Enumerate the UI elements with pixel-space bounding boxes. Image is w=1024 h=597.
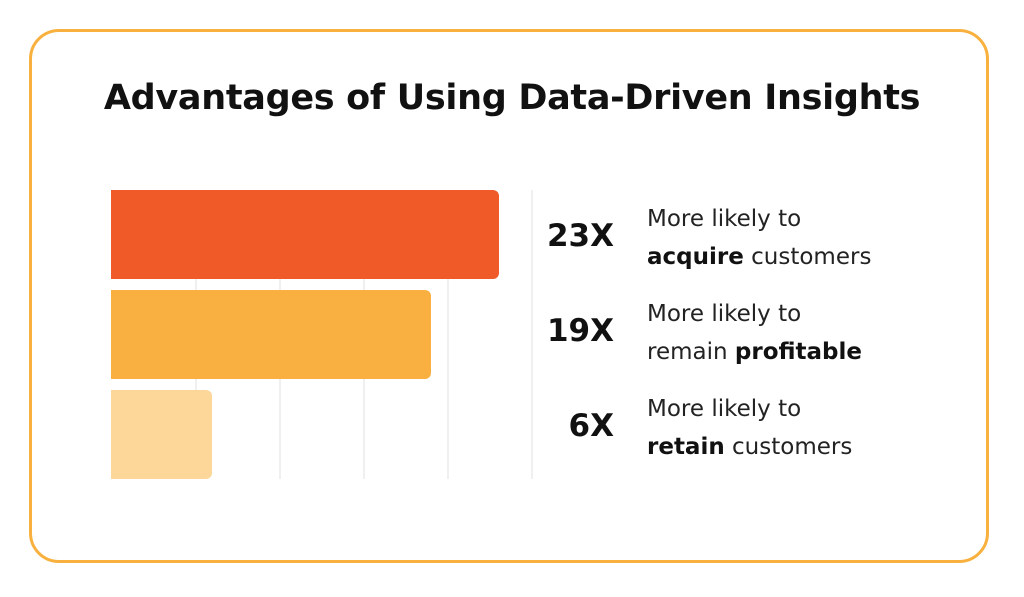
- description-1-rest: customers: [743, 244, 872, 270]
- stat-row-2: 19X More likely to remain profitable: [530, 291, 990, 371]
- chart-title: Advantages of Using Data-Driven Insights: [103, 78, 921, 118]
- stat-row-1: 23X More likely to acquire customers: [530, 196, 990, 276]
- bar-2: [105, 290, 431, 379]
- data-label-1: 23X: [546, 218, 614, 254]
- description-3-bold: retain: [647, 434, 725, 460]
- data-label-2: 19X: [546, 313, 614, 349]
- description-3: More likely to retain customers: [647, 390, 852, 466]
- data-label-3: 6X: [568, 408, 614, 444]
- description-3-line-1: More likely to: [647, 396, 802, 422]
- stat-row-3: 6X More likely to retain customers: [530, 386, 990, 466]
- description-2: More likely to remain profitable: [647, 295, 862, 371]
- bar-1: [105, 190, 499, 279]
- bars: [103, 188, 499, 481]
- description-2-line-1: More likely to: [647, 301, 802, 327]
- bar-baseline-mask: [103, 188, 111, 481]
- description-3-line-2: retain customers: [647, 428, 852, 466]
- description-1: More likely to acquire customers: [647, 200, 871, 276]
- description-1-line-2: acquire customers: [647, 238, 871, 276]
- description-1-line-1: More likely to: [647, 206, 802, 232]
- description-2-pre: remain: [647, 339, 735, 365]
- description-3-rest: customers: [724, 434, 853, 460]
- description-1-bold: acquire: [647, 244, 744, 270]
- description-2-bold: profitable: [734, 339, 863, 365]
- bar-3: [105, 390, 212, 479]
- description-2-line-2: remain profitable: [647, 333, 862, 371]
